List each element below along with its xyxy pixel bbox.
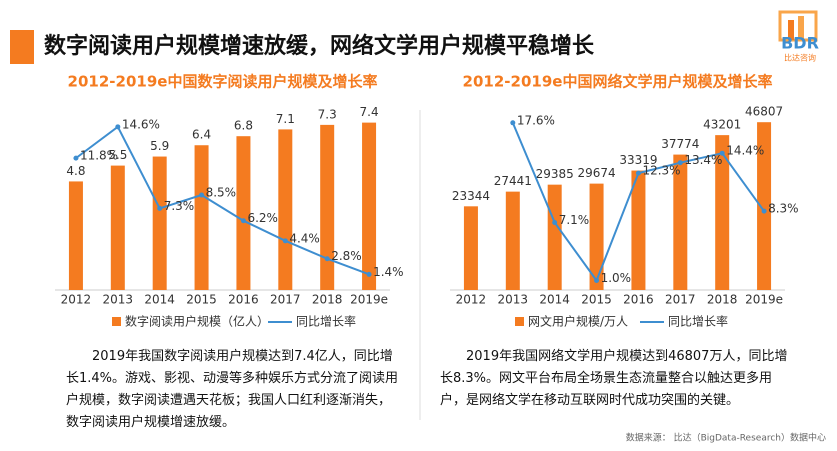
legend-swatch [515, 317, 524, 326]
line-label: 1.0% [601, 271, 632, 285]
bar-label: 23344 [452, 189, 490, 203]
bar [110, 165, 125, 290]
line-label: 12.3% [642, 164, 680, 178]
line-marker [115, 124, 121, 130]
bar [505, 191, 520, 290]
logo-icon [778, 10, 818, 42]
legend-label: 网文用户规模/万人 [528, 314, 628, 329]
x-tick-label: 2018 [312, 293, 343, 307]
line-label: 2.8% [331, 249, 362, 263]
bar-label: 29674 [577, 166, 615, 180]
bar-label: 43201 [703, 118, 741, 132]
bar [152, 156, 167, 290]
line-marker [552, 220, 558, 226]
legend-swatch [112, 317, 121, 326]
bar [589, 183, 604, 290]
bar-label: 7.3 [318, 107, 337, 121]
slide-title: 数字阅读用户规模增速放缓，网络文学用户规模平稳增长 [44, 33, 595, 59]
chart-title: 2012-2019e中国网络文学用户规模及增长率 [463, 73, 773, 91]
bar [320, 124, 335, 290]
line-marker [324, 256, 330, 262]
line-marker [157, 205, 163, 211]
line-label: 14.6% [122, 117, 160, 131]
bar-label: 4.8 [66, 164, 85, 178]
line-marker [366, 271, 372, 277]
bar-label: 46807 [745, 105, 783, 119]
line-marker [199, 192, 205, 198]
bar [547, 184, 562, 290]
bar [362, 122, 377, 290]
line [75, 125, 370, 276]
line-marker [677, 160, 683, 166]
line-label: 8.5% [206, 186, 237, 200]
source: 数据来源： 比达（BigData-Research）数据中心 [626, 432, 826, 444]
line-label: 4.4% [289, 231, 320, 245]
line-marker [761, 208, 767, 214]
x-tick-label: 2015 [581, 293, 612, 307]
bar [673, 154, 688, 290]
line-marker [594, 278, 600, 283]
bar-label: 27441 [494, 174, 532, 188]
bar-label: 7.1 [276, 112, 295, 126]
line-marker [282, 238, 288, 244]
caption: 2019年我国数字阅读用户规模达到7.4亿人，同比增长1.4%。游戏、影视、动漫… [66, 349, 399, 430]
line-label: 7.1% [559, 213, 590, 227]
bar-label: 6.8 [234, 119, 253, 133]
line-label: 14.4% [726, 144, 764, 158]
bar [757, 122, 772, 290]
line-label: 1.4% [373, 265, 404, 279]
line-label: 13.4% [684, 153, 722, 167]
x-tick-label: 2018 [707, 293, 738, 307]
x-tick-label: 2014 [539, 293, 570, 307]
caption: 2019年我国网络文学用户规模达到46807万人，同比增长8.3%。网文平台布局… [440, 349, 788, 408]
bar-label: 5.5 [108, 148, 127, 162]
logo-name: BDR [781, 34, 819, 53]
bar [278, 129, 293, 290]
line-label: 7.3% [164, 199, 195, 213]
logo-sub: 比达咨询 [784, 53, 816, 63]
legend-label: 同比增长率 [668, 314, 728, 329]
x-tick-label: 2013 [103, 293, 134, 307]
bar-label: 7.4 [360, 105, 379, 119]
bar-label: 5.9 [150, 139, 169, 153]
x-tick-label: 2014 [144, 293, 175, 307]
x-tick-label: 2012 [61, 293, 92, 307]
line-label: 11.8% [80, 149, 118, 163]
line-label: 17.6% [517, 113, 555, 127]
line-marker [719, 150, 725, 156]
bar [715, 135, 730, 290]
title-marker [10, 30, 34, 64]
x-tick-label: 2017 [270, 293, 301, 307]
line-marker [635, 170, 641, 176]
line-marker [510, 120, 516, 126]
bar [194, 145, 209, 290]
legend-label: 数字阅读用户规模（亿人） [125, 314, 269, 329]
line-label: 6.2% [247, 211, 278, 225]
x-tick-label: 2019e [745, 293, 783, 307]
x-tick-label: 2019e [350, 293, 388, 307]
legend-label: 同比增长率 [296, 314, 356, 329]
bar-label: 29385 [536, 167, 574, 181]
bar [68, 181, 83, 290]
bar-label: 37774 [661, 137, 699, 151]
x-tick-label: 2016 [623, 293, 654, 307]
bar-label: 6.4 [192, 128, 211, 142]
bar [463, 206, 478, 290]
x-tick-label: 2016 [228, 293, 259, 307]
line-marker [73, 155, 79, 161]
chart-title: 2012-2019e中国数字阅读用户规模及增长率 [68, 73, 378, 91]
x-tick-label: 2013 [498, 293, 529, 307]
line-label: 8.3% [768, 202, 799, 216]
bar [631, 170, 646, 290]
line-marker [240, 218, 246, 224]
bar [236, 136, 251, 290]
x-tick-label: 2012 [456, 293, 487, 307]
x-tick-label: 2017 [665, 293, 696, 307]
x-tick-label: 2015 [186, 293, 217, 307]
bar-label: 33319 [619, 153, 657, 167]
